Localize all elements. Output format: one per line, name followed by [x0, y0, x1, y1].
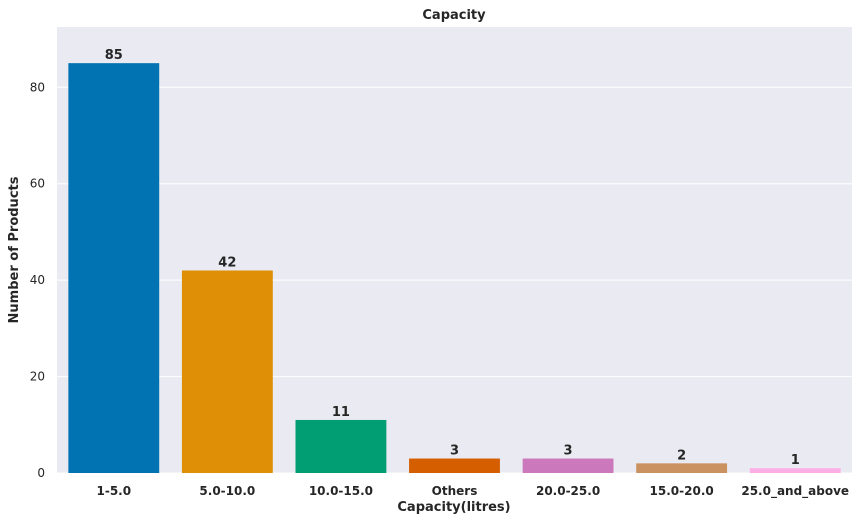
- bar-5: [636, 463, 728, 473]
- bar-1: [181, 270, 273, 473]
- y-tick-label: 60: [30, 177, 45, 191]
- bar-value-label: 85: [105, 48, 123, 63]
- bar-4: [522, 458, 614, 473]
- x-tick-label: 25.0_and_above: [741, 484, 849, 499]
- y-tick-label: 80: [30, 80, 45, 94]
- y-tick-label: 20: [30, 370, 45, 384]
- x-tick-label: 20.0-25.0: [536, 484, 600, 498]
- x-tick-label: 10.0-15.0: [309, 484, 373, 498]
- bar-value-labels: 85 42 11 3 3 2 1: [105, 48, 800, 468]
- bar-0: [68, 63, 160, 473]
- y-axis-label: Number of Products: [7, 176, 22, 323]
- chart-title: Capacity: [422, 8, 486, 23]
- bar-value-label: 3: [450, 444, 459, 459]
- bar-value-label: 3: [564, 444, 573, 459]
- x-tick-label: Others: [432, 484, 478, 498]
- bar-value-label: 11: [332, 405, 350, 420]
- bar-value-label: 1: [791, 453, 800, 468]
- bars: [68, 63, 841, 473]
- bar-value-label: 2: [677, 448, 686, 463]
- plot-area: [57, 27, 852, 473]
- x-tick-label: 1-5.0: [96, 484, 131, 498]
- x-tick-labels: 1-5.0 5.0-10.0 10.0-15.0 Others 20.0-25.0 15.…: [96, 484, 849, 499]
- bar-value-label: 42: [218, 255, 236, 270]
- x-tick-label: 5.0-10.0: [199, 484, 255, 498]
- x-tick-label: 15.0-20.0: [650, 484, 714, 498]
- y-tick-label: 0: [37, 466, 45, 480]
- x-axis-label: Capacity(litres): [397, 500, 510, 515]
- bar-6: [749, 468, 841, 473]
- y-tick-label: 40: [30, 273, 45, 287]
- bar-2: [295, 419, 387, 473]
- y-tick-labels: 0 20 40 60 80: [30, 80, 45, 480]
- bar-3: [409, 458, 500, 473]
